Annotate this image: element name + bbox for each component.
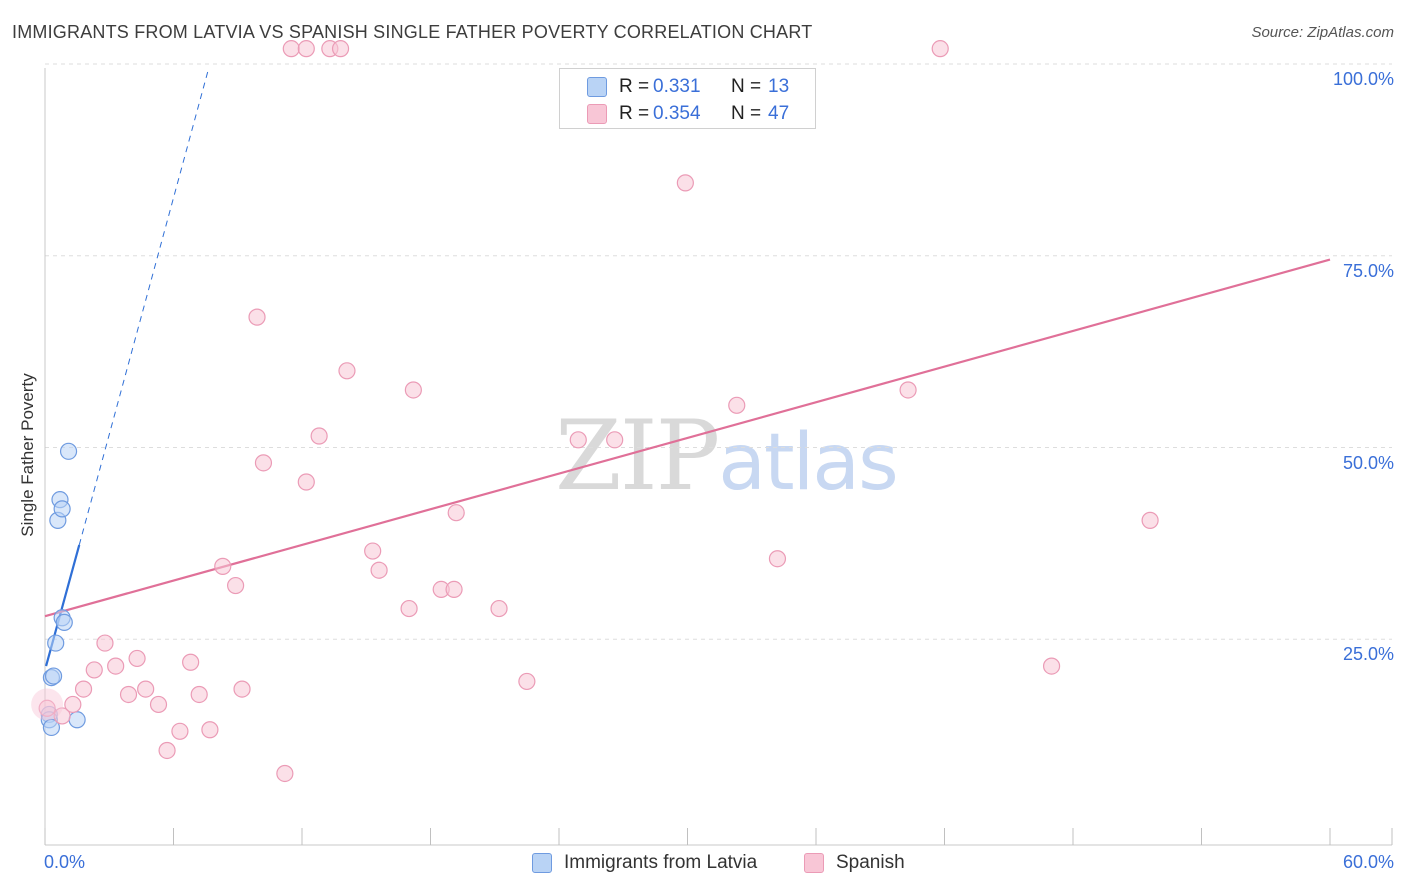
latvia-point — [44, 667, 63, 685]
spanish-point — [297, 473, 315, 491]
legend-item-spanish[interactable]: Spanish — [804, 852, 905, 874]
legend-swatch-latvia — [587, 77, 607, 97]
spanish-point — [248, 308, 266, 326]
spanish-point — [899, 381, 917, 399]
source-label[interactable]: Source: ZipAtlas.com — [1251, 24, 1394, 41]
latvia-point — [68, 711, 86, 729]
spanish-point — [107, 657, 125, 675]
y-tick-label: 25.0% — [1342, 644, 1394, 665]
spanish-point — [53, 707, 71, 725]
spanish-point — [96, 634, 114, 652]
spanish-point — [182, 653, 200, 671]
latvia-point — [47, 634, 65, 652]
spanish-point — [1141, 511, 1159, 529]
latvia-point — [53, 500, 71, 518]
spanish-point — [85, 661, 103, 679]
spanish-point — [128, 649, 146, 668]
legend-label-latvia: Immigrants from Latvia — [564, 852, 758, 873]
y-tick-label: 75.0% — [1342, 260, 1394, 281]
legend-item-latvia[interactable]: Immigrants from Latvia — [532, 852, 757, 874]
correlation-legend: R = 0.331 N = 13 R = 0.354 N = 47 — [559, 68, 816, 129]
spanish-point — [400, 599, 418, 618]
spanish-trendline — [44, 258, 1331, 618]
spanish-point — [282, 40, 300, 58]
spanish-point — [931, 40, 949, 58]
r-value: 0.354 — [653, 103, 701, 124]
legend-label-spanish: Spanish — [836, 852, 905, 873]
r-label: R = — [619, 76, 650, 97]
point-layer — [31, 40, 1159, 783]
spanish-point — [233, 680, 251, 698]
spanish-point — [728, 396, 746, 414]
axis-layer — [44, 68, 1393, 846]
spanish-point — [490, 599, 508, 618]
y-tick-label: 100.0% — [1332, 69, 1394, 89]
r-label: R = — [619, 103, 650, 124]
spanish-point — [201, 721, 219, 739]
spanish-point — [310, 427, 328, 445]
spanish-point — [74, 680, 93, 698]
spanish-point — [331, 40, 350, 58]
x-tick-label: 60.0% — [1342, 852, 1394, 872]
spanish-point — [171, 722, 189, 740]
chart-title: IMMIGRANTS FROM LATVIA VS SPANISH SINGLE… — [12, 22, 813, 42]
trend-layer — [44, 71, 1331, 667]
spanish-point — [214, 557, 232, 575]
spanish-point — [404, 381, 422, 399]
spanish-point — [297, 40, 315, 58]
x-tick-label: 0.0% — [44, 852, 86, 872]
spanish-point — [447, 504, 465, 522]
spanish-point — [676, 174, 694, 192]
n-value: 47 — [768, 103, 790, 124]
y-tick-label: 50.0% — [1342, 452, 1394, 473]
spanish-point — [64, 695, 82, 714]
spanish-point — [518, 672, 536, 691]
spanish-point — [137, 680, 155, 698]
spanish-point — [276, 764, 294, 783]
latvia-point — [42, 718, 61, 737]
latvia-trendline-extension — [78, 71, 209, 546]
spanish-point — [445, 580, 463, 598]
spanish-point — [606, 431, 624, 449]
n-value: 13 — [768, 76, 790, 97]
spanish-point — [768, 550, 787, 568]
spanish-point — [569, 431, 587, 449]
y-axis-label: Single Father Poverty — [18, 373, 37, 537]
series-legend: Immigrants from Latvia Spanish — [0, 850, 1406, 880]
spanish-point — [38, 699, 56, 717]
legend-swatch-spanish — [804, 853, 824, 873]
legend-swatch-latvia — [532, 853, 552, 873]
n-label: N = — [731, 103, 762, 124]
grid-layer — [45, 63, 1392, 640]
legend-swatch-spanish — [587, 104, 607, 124]
latvia-point — [55, 613, 73, 631]
spanish-point — [254, 454, 273, 472]
spanish-point — [338, 362, 356, 380]
spanish-point — [149, 695, 168, 714]
spanish-point — [190, 685, 208, 704]
r-value: 0.331 — [653, 76, 701, 97]
latvia-point — [59, 442, 78, 460]
spanish-point — [119, 685, 138, 704]
spanish-point — [227, 576, 245, 595]
spanish-point-cluster — [31, 688, 64, 721]
spanish-point — [364, 542, 382, 560]
spanish-point — [158, 741, 176, 760]
spanish-point — [1042, 657, 1061, 675]
n-label: N = — [731, 76, 762, 97]
spanish-point — [370, 561, 388, 579]
